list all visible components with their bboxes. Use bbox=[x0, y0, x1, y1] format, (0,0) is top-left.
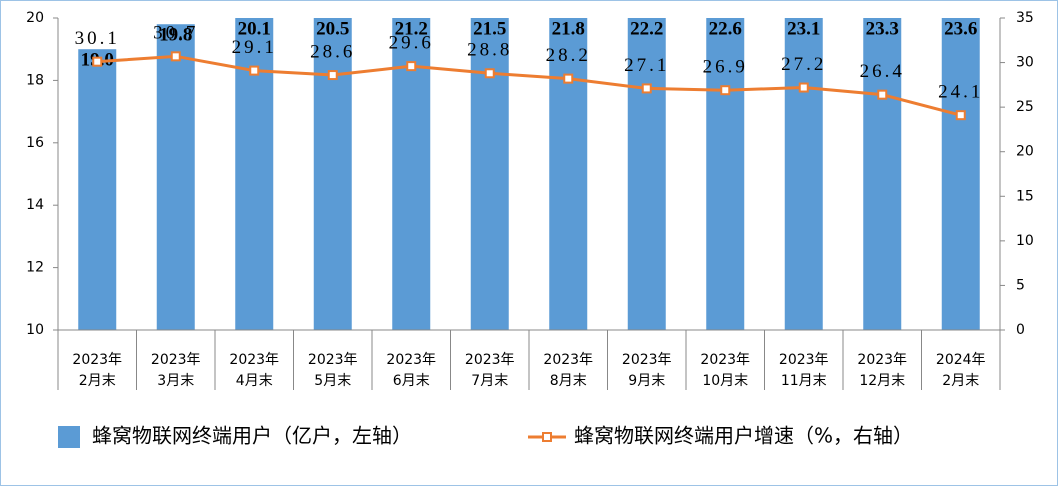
bar bbox=[706, 18, 745, 330]
x-tick-label: 10月末 bbox=[702, 373, 748, 389]
line-marker bbox=[955, 110, 966, 121]
bar bbox=[784, 18, 823, 330]
bar-value-label: 22.6 bbox=[709, 18, 742, 39]
x-tick-label: 4月末 bbox=[236, 373, 273, 389]
line-value-label: 28.2 bbox=[546, 45, 591, 66]
line-value-label: 26.4 bbox=[860, 61, 905, 82]
y2-tick-label: 15 bbox=[1016, 188, 1034, 204]
line-marker bbox=[170, 51, 181, 62]
x-tick-label: 2024年 bbox=[936, 352, 986, 368]
line-value-label: 26.9 bbox=[703, 57, 748, 78]
y-tick-label: 18 bbox=[26, 72, 44, 88]
bar bbox=[941, 18, 980, 330]
x-tick-label: 9月末 bbox=[628, 373, 665, 389]
line-value-label: 29.1 bbox=[232, 37, 277, 58]
y2-tick-label: 30 bbox=[1016, 55, 1034, 71]
y-tick-label: 12 bbox=[26, 260, 44, 276]
bar-value-label: 23.3 bbox=[866, 18, 899, 39]
y2-tick-label: 35 bbox=[1016, 10, 1034, 26]
x-tick-label: 3月末 bbox=[157, 373, 194, 389]
x-tick-label: 2023年 bbox=[151, 352, 201, 368]
legend-swatch bbox=[58, 426, 80, 448]
bar bbox=[627, 18, 666, 330]
x-tick-label: 2023年 bbox=[72, 352, 122, 368]
y2-tick-label: 10 bbox=[1016, 233, 1034, 249]
bar-value-label: 21.2 bbox=[395, 18, 428, 39]
x-tick-label: 2023年 bbox=[857, 352, 907, 368]
bar-value-label: 20.5 bbox=[316, 18, 349, 39]
bar-value-label: 21.5 bbox=[473, 18, 506, 39]
x-tick-label: 2023年 bbox=[700, 352, 750, 368]
line-marker bbox=[327, 70, 338, 81]
line bbox=[97, 54, 962, 117]
line-value-label: 30.7 bbox=[153, 23, 198, 44]
line-marker bbox=[484, 68, 495, 79]
line-marker bbox=[720, 85, 731, 96]
bar-value-label: 19.8 bbox=[159, 25, 192, 46]
line-value-label: 30.1 bbox=[75, 28, 120, 49]
line-marker bbox=[406, 61, 417, 72]
x-tick-label: 2023年 bbox=[543, 352, 593, 368]
bar-value-label: 20.1 bbox=[238, 18, 271, 39]
line-value-label: 29.6 bbox=[389, 32, 434, 53]
x-tick-label: 11月末 bbox=[781, 373, 827, 389]
y-tick-label: 14 bbox=[26, 197, 44, 213]
bar-value-label: 23.1 bbox=[787, 18, 820, 39]
line-value-label: 24.1 bbox=[938, 82, 983, 103]
line-marker bbox=[563, 73, 574, 84]
x-tick-label: 8月末 bbox=[550, 373, 587, 389]
x-tick-label: 2023年 bbox=[308, 352, 358, 368]
x-tick-label: 12月末 bbox=[859, 373, 905, 389]
line-marker bbox=[249, 65, 260, 76]
legend-label: 蜂窝物联网终端用户（亿户，左轴） bbox=[92, 424, 412, 448]
x-tick-label: 2023年 bbox=[622, 352, 672, 368]
x-tick-label: 6月末 bbox=[393, 373, 430, 389]
x-tick-label: 7月末 bbox=[471, 373, 508, 389]
bar bbox=[549, 18, 588, 330]
bar bbox=[235, 18, 274, 330]
line-value-label: 27.2 bbox=[781, 54, 826, 75]
line-marker bbox=[641, 83, 652, 94]
y-tick-label: 10 bbox=[26, 322, 44, 338]
legend-label: 蜂窝物联网终端用户增速（%，右轴） bbox=[574, 424, 913, 448]
x-tick-label: 5月末 bbox=[314, 373, 351, 389]
y2-tick-label: 25 bbox=[1016, 99, 1034, 115]
bar bbox=[156, 24, 195, 330]
y-tick-label: 16 bbox=[26, 135, 44, 151]
bar bbox=[78, 49, 117, 330]
line-value-label: 27.1 bbox=[624, 55, 669, 76]
line-value-label: 28.8 bbox=[467, 40, 512, 61]
line-marker bbox=[92, 56, 103, 67]
line-marker bbox=[877, 89, 888, 100]
x-tick-label: 2月末 bbox=[942, 373, 979, 389]
line-marker bbox=[798, 82, 809, 93]
y2-tick-label: 5 bbox=[1016, 277, 1025, 293]
line-value-label: 28.6 bbox=[310, 41, 355, 62]
y2-tick-label: 20 bbox=[1016, 144, 1034, 160]
legend-swatch bbox=[542, 432, 552, 442]
bar-value-label: 21.8 bbox=[552, 18, 585, 39]
x-tick-label: 2023年 bbox=[465, 352, 515, 368]
x-tick-label: 2023年 bbox=[386, 352, 436, 368]
x-tick-label: 2月末 bbox=[79, 373, 116, 389]
bar-value-label: 23.6 bbox=[944, 18, 977, 39]
bar bbox=[863, 18, 902, 330]
bar-value-label: 22.2 bbox=[630, 18, 663, 39]
bar bbox=[313, 18, 352, 330]
y-tick-label: 20 bbox=[26, 10, 44, 26]
x-tick-label: 2023年 bbox=[229, 352, 279, 368]
y2-tick-label: 0 bbox=[1016, 322, 1025, 338]
x-tick-label: 2023年 bbox=[779, 352, 829, 368]
